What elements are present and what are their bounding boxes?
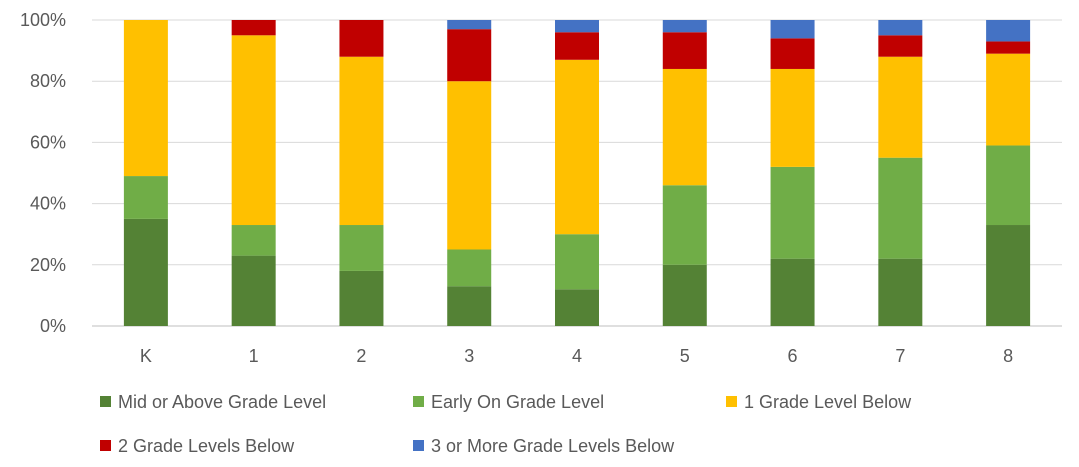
bar-segment	[770, 166, 815, 259]
legend-swatch	[413, 396, 424, 407]
legend-item: 2 Grade Levels Below	[100, 436, 295, 456]
axis-layer: 0% 20% 40% 60% 80% 100% K 1 2 3 4 5 6 7 8	[20, 10, 1013, 366]
bar-segment	[662, 20, 707, 33]
bar-segment	[770, 20, 815, 39]
bar-segment	[662, 264, 707, 326]
legend-label: 1 Grade Level Below	[744, 392, 912, 412]
bar-segment	[231, 35, 276, 226]
bar-segment	[555, 289, 599, 326]
bar-segment	[447, 81, 492, 250]
x-tick-label: 3	[464, 346, 474, 366]
legend-label: 2 Grade Levels Below	[118, 436, 295, 456]
bar-segment	[555, 20, 599, 33]
legend-label: 3 or More Grade Levels Below	[431, 436, 675, 456]
legend-item: Early On Grade Level	[413, 392, 604, 412]
y-tick-label: 20%	[30, 255, 66, 275]
legend-swatch	[413, 440, 424, 451]
y-tick-label: 40%	[30, 194, 66, 214]
bar-segment	[447, 20, 492, 30]
bar-segment	[662, 185, 707, 265]
x-tick-label: 8	[1003, 346, 1013, 366]
bar-segment	[231, 225, 276, 256]
bar-segment	[986, 225, 1031, 326]
bar-segment	[770, 38, 815, 69]
bar-segment	[447, 29, 492, 82]
x-tick-label: 4	[572, 346, 582, 366]
legend-swatch	[726, 396, 737, 407]
legend-label: Mid or Above Grade Level	[118, 392, 326, 412]
bar-segment	[339, 20, 384, 57]
y-tick-label: 100%	[20, 10, 66, 30]
bar-segment	[447, 286, 492, 326]
bar-segment	[986, 20, 1031, 42]
bar-segment	[770, 258, 815, 326]
legend-label: Early On Grade Level	[431, 392, 604, 412]
bar-segment	[662, 68, 707, 186]
legend-swatch	[100, 440, 111, 451]
bar-segment	[555, 59, 599, 235]
bar-segment	[986, 41, 1031, 54]
bar-segment	[770, 68, 815, 167]
bar-segment	[339, 56, 384, 226]
x-tick-label: 5	[680, 346, 690, 366]
x-tick-label: 2	[356, 346, 366, 366]
bar-segment	[339, 270, 384, 326]
y-tick-label: 80%	[30, 71, 66, 91]
bar-segment	[662, 32, 707, 69]
bar-segment	[231, 255, 276, 326]
bar-segment	[555, 234, 599, 290]
bar-segment	[555, 32, 599, 60]
bar-segment	[878, 35, 923, 57]
bar-segment	[123, 218, 168, 326]
legend-item: 1 Grade Level Below	[726, 392, 912, 412]
bar-segment	[878, 157, 923, 259]
y-tick-label: 60%	[30, 132, 66, 152]
bar-segment	[878, 258, 923, 326]
bar-segment	[123, 176, 168, 219]
bar-segment	[986, 53, 1031, 146]
bar-segment	[986, 145, 1031, 226]
x-tick-label: K	[140, 346, 152, 366]
bars-layer	[123, 20, 1031, 326]
bar-segment	[878, 20, 923, 36]
bar-segment	[878, 56, 923, 158]
bar-segment	[339, 225, 384, 271]
legend-item: Mid or Above Grade Level	[100, 392, 326, 412]
legend: Mid or Above Grade Level Early On Grade L…	[100, 392, 912, 456]
bar-segment	[231, 20, 276, 36]
bar-segment	[447, 249, 492, 287]
x-tick-label: 7	[895, 346, 905, 366]
x-tick-label: 6	[788, 346, 798, 366]
legend-swatch	[100, 396, 111, 407]
legend-item: 3 or More Grade Levels Below	[413, 436, 675, 456]
bar-segment	[123, 20, 168, 177]
y-tick-label: 0%	[40, 316, 66, 336]
x-tick-label: 1	[249, 346, 259, 366]
